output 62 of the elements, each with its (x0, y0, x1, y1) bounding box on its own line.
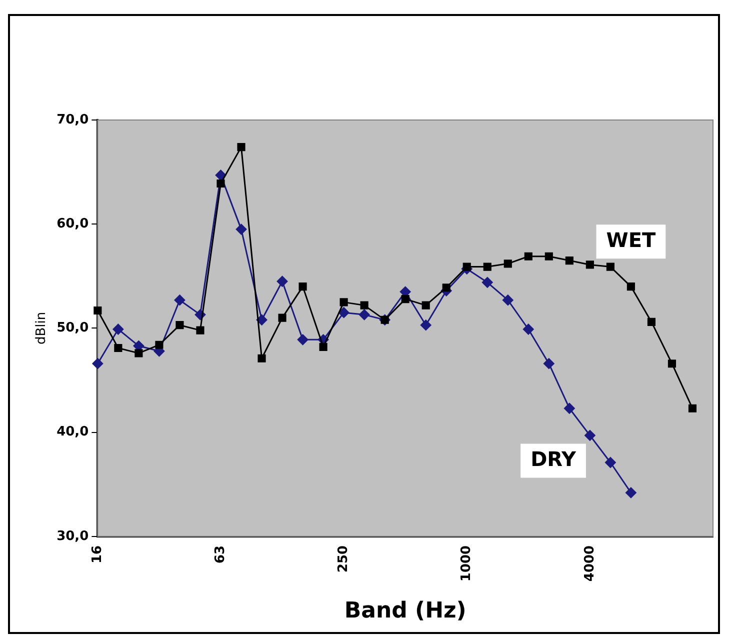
x-tick-label: 1000 (459, 545, 474, 582)
point (543, 358, 554, 370)
y-tick-label: 40,0 (56, 424, 89, 440)
point (604, 457, 616, 468)
point (544, 252, 553, 260)
point (176, 321, 184, 330)
y-tick-label: 70,0 (56, 112, 89, 128)
point (276, 276, 288, 287)
point (155, 340, 164, 349)
point (401, 295, 410, 304)
y-tick-label: 30,0 (56, 528, 89, 544)
point (626, 282, 635, 291)
point (688, 404, 697, 412)
point (442, 284, 450, 292)
y-axis-title: dBlin (34, 312, 50, 345)
point (420, 320, 432, 331)
x-tick-label: 16 (90, 545, 106, 564)
y-tick-label: 60,0 (56, 216, 89, 232)
point (114, 344, 122, 352)
point (94, 306, 102, 315)
point (196, 326, 204, 334)
point (174, 294, 186, 306)
point (236, 224, 247, 235)
point (502, 294, 514, 306)
point (668, 360, 676, 368)
point (112, 324, 124, 335)
point (92, 358, 104, 370)
point (584, 430, 596, 441)
point (278, 314, 286, 322)
point (215, 170, 226, 181)
point (338, 307, 350, 318)
point (256, 314, 268, 326)
point (647, 318, 656, 326)
x-tick-label: 63 (213, 545, 228, 564)
point (360, 301, 368, 310)
point (297, 334, 308, 346)
point (565, 256, 574, 265)
point (625, 487, 636, 498)
point (504, 260, 512, 268)
point (134, 349, 143, 358)
point (522, 324, 534, 335)
x-tick-label: 4000 (582, 545, 598, 582)
series-label: WET (606, 228, 656, 252)
point (358, 309, 370, 320)
point (319, 342, 328, 351)
y-tick-label: 50,0 (56, 320, 89, 336)
point (422, 301, 430, 310)
point (482, 276, 493, 288)
x-tick-label: 250 (336, 545, 352, 573)
point (462, 262, 471, 271)
point (606, 262, 614, 271)
point (483, 262, 492, 271)
point (524, 252, 532, 260)
series-label: DRY (530, 446, 576, 471)
point (216, 179, 225, 188)
point (237, 143, 246, 152)
point (564, 402, 575, 414)
point (586, 260, 594, 269)
point (340, 298, 348, 306)
point (258, 354, 266, 362)
x-axis-title: Band (Hz) (344, 598, 466, 624)
point (298, 282, 307, 291)
